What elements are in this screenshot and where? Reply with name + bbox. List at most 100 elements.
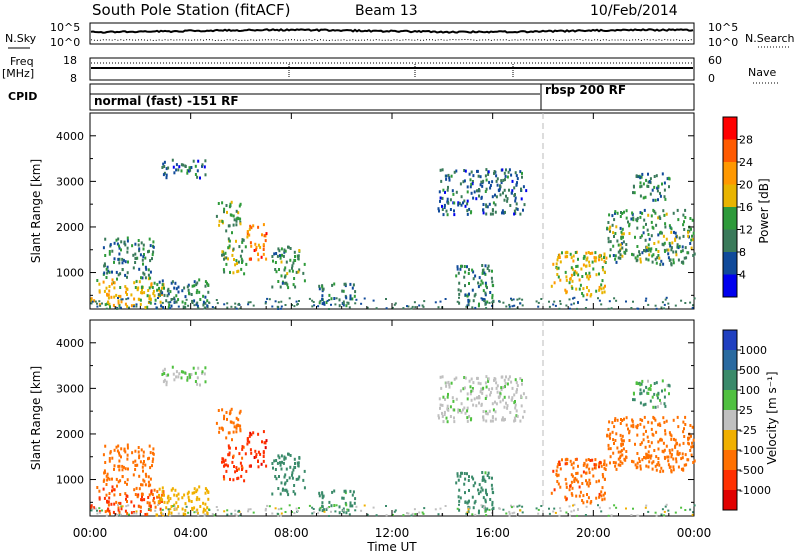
- velocity-cell: [204, 366, 207, 370]
- velocity-cell: [321, 495, 324, 498]
- power-cell: [639, 215, 642, 219]
- power-cell: [463, 275, 466, 279]
- velocity-cell: [656, 393, 659, 397]
- power-cell: [230, 200, 233, 204]
- velocity-cell: [103, 471, 106, 475]
- power-cell: [692, 231, 695, 235]
- velocity-cell: [692, 461, 695, 464]
- velocity-cell: [491, 415, 494, 419]
- power-cell: [608, 227, 611, 231]
- power-cell: [271, 305, 274, 308]
- velocity-cell: [640, 382, 643, 386]
- power-cell: [625, 300, 627, 303]
- power-cell: [457, 203, 460, 207]
- power-cell: [108, 285, 111, 288]
- velocity-cell: [232, 478, 235, 482]
- velocity-cell: [136, 495, 139, 499]
- power-cell: [617, 243, 620, 247]
- power-cell: [187, 304, 190, 307]
- power-cell: [239, 254, 242, 258]
- velocity-cell: [491, 503, 494, 507]
- velocity-cell: [564, 458, 567, 462]
- velocity-cell: [111, 456, 114, 460]
- power-cell: [459, 289, 462, 293]
- velocity-cell: [627, 427, 629, 431]
- velocity-cell: [468, 475, 470, 479]
- velocity-cell: [623, 417, 625, 421]
- velocity-cell: [577, 464, 579, 468]
- velocity-cell: [449, 415, 452, 418]
- velocity-cell: [481, 471, 484, 474]
- velocity-cell: [279, 461, 281, 465]
- velocity-cell: [521, 505, 524, 508]
- velocity-cell: [638, 460, 641, 463]
- velocity-cell: [407, 512, 410, 515]
- y-tick-label: 2000: [56, 428, 84, 441]
- power-cell: [96, 279, 99, 282]
- velocity-cell: [647, 379, 649, 383]
- power-cell: [606, 226, 609, 230]
- power-cell: [487, 170, 490, 174]
- power-cell: [328, 299, 331, 301]
- velocity-cell: [600, 464, 603, 468]
- velocity-cell: [148, 507, 151, 510]
- power-cell: [643, 208, 646, 212]
- power-cell: [625, 209, 628, 213]
- power-cell: [262, 252, 265, 256]
- power-cell: [678, 244, 681, 248]
- velocity-cell: [577, 508, 579, 511]
- power-cell: [247, 303, 250, 306]
- velocity-cell: [142, 462, 145, 466]
- noise-sky-trace: [90, 28, 694, 34]
- power-cell: [462, 180, 465, 184]
- velocity-cell: [225, 436, 228, 440]
- power-cell: [321, 302, 324, 306]
- velocity-cell: [115, 477, 118, 481]
- power-cell: [663, 241, 666, 245]
- velocity-cell: [119, 493, 122, 496]
- power-cell: [122, 258, 125, 262]
- velocity-cell: [501, 375, 504, 379]
- power-cell: [510, 173, 513, 177]
- velocity-cell: [191, 506, 194, 510]
- velocity-cell: [321, 504, 324, 508]
- velocity-cell: [515, 381, 518, 385]
- power-cell: [598, 272, 600, 276]
- power-cell: [598, 299, 601, 302]
- power-cell: [453, 209, 455, 213]
- velocity-cell: [153, 501, 156, 505]
- velocity-cell: [149, 483, 152, 487]
- power-cell: [513, 212, 516, 216]
- power-cell: [117, 257, 120, 261]
- power-cell: [482, 179, 485, 183]
- power-cell: [157, 297, 159, 299]
- power-cell: [90, 297, 93, 301]
- power-cell: [496, 177, 499, 181]
- velocity-cell: [636, 423, 639, 427]
- power-cell: [321, 294, 324, 298]
- power-cell: [672, 261, 675, 265]
- date-label: 10/Feb/2014: [590, 3, 678, 19]
- velocity-cell: [276, 461, 279, 465]
- power-cell: [456, 267, 459, 271]
- power-cell: [495, 174, 498, 178]
- velocity-cell: [504, 385, 506, 389]
- velocity-cell: [693, 459, 696, 463]
- velocity-cell: [98, 489, 101, 493]
- velocity-cell: [227, 464, 229, 468]
- velocity-cell: [443, 410, 446, 414]
- velocity-cell: [385, 514, 388, 517]
- power-cell: [252, 304, 255, 307]
- power-cell: [665, 237, 668, 241]
- power-cell: [265, 257, 268, 261]
- velocity-cell: [167, 512, 170, 516]
- velocity-cell: [202, 501, 205, 505]
- power-cell: [295, 270, 298, 274]
- velocity-cell: [472, 381, 475, 385]
- velocity-cell: [237, 510, 240, 513]
- velocity-cell: [287, 493, 290, 497]
- velocity-cell: [255, 453, 258, 456]
- power-cell: [342, 303, 345, 307]
- velocity-cell: [471, 513, 474, 516]
- power-cell: [139, 298, 142, 302]
